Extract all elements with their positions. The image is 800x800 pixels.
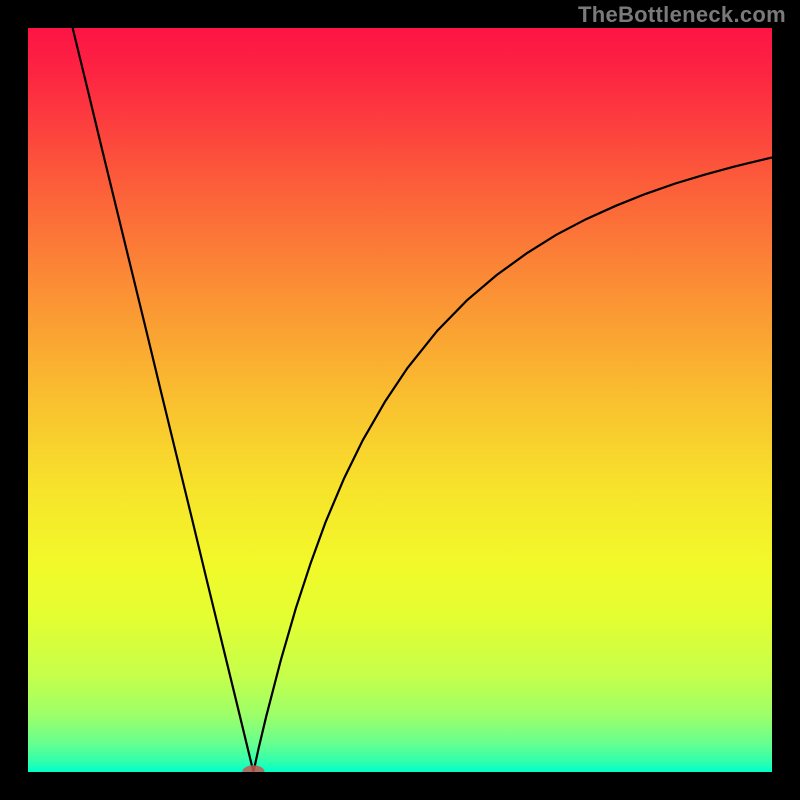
plot-svg [28,28,772,772]
watermark-label: TheBottleneck.com [578,2,786,28]
plot-background [28,28,772,772]
plot-area [28,28,772,772]
chart-frame: TheBottleneck.com [0,0,800,800]
